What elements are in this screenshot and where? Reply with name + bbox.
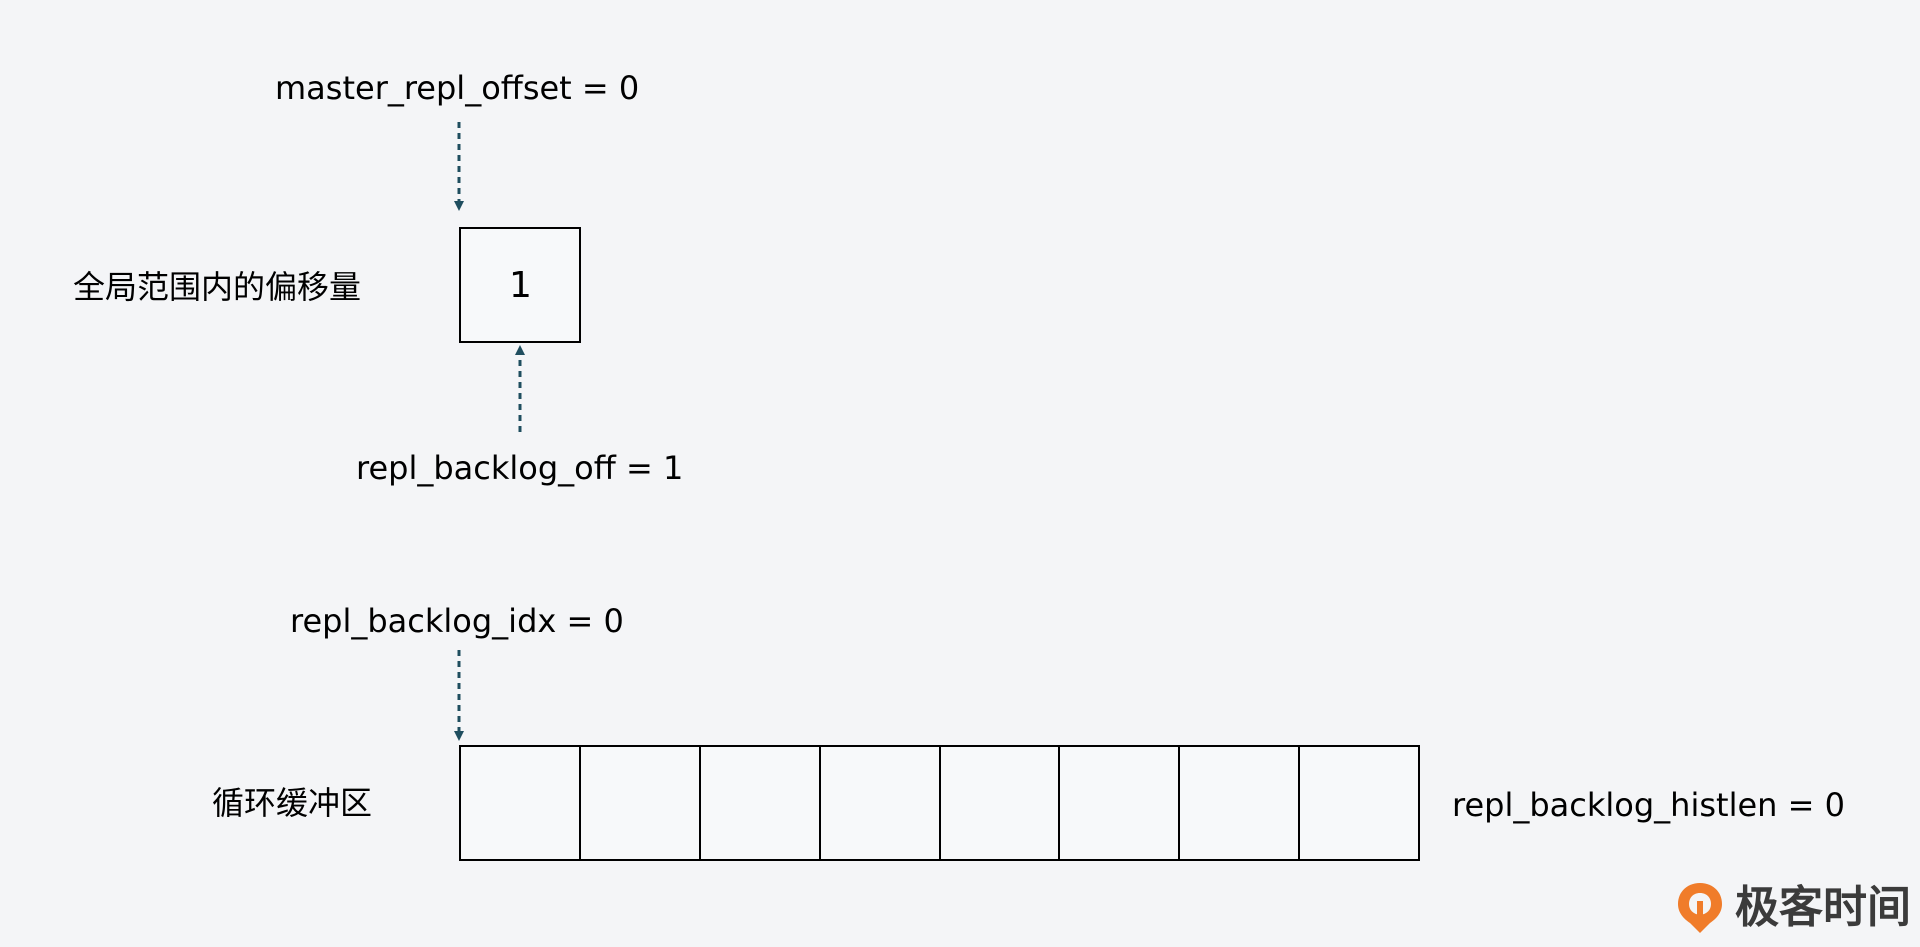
buffer-cell [940, 745, 1061, 861]
repl-backlog-off-label: repl_backlog_off = 1 [356, 449, 684, 487]
buffer-cell [820, 745, 941, 861]
geektime-logo-icon [1678, 883, 1722, 933]
repl-backlog-idx-label: repl_backlog_idx = 0 [290, 602, 624, 640]
geektime-logo-text: 极客时间 [1735, 882, 1911, 933]
repl-backlog-histlen-label: repl_backlog_histlen = 0 [1452, 786, 1845, 824]
buffer-cell [1300, 745, 1420, 861]
geektime-logo: 极客时间 [1675, 881, 1911, 935]
offset-box: 1 [459, 227, 581, 343]
global-offset-label: 全局范围内的偏移量 [73, 268, 362, 306]
offset-box-value: 1 [509, 265, 532, 306]
buffer-cell [459, 745, 581, 861]
circular-buffer [459, 745, 1420, 861]
buffer-cell [580, 745, 701, 861]
master-repl-offset-label: master_repl_offset = 0 [275, 69, 640, 107]
buffer-cell [1060, 745, 1181, 861]
circular-buffer-label: 循环缓冲区 [212, 784, 373, 822]
buffer-cell [1180, 745, 1301, 861]
buffer-cell [700, 745, 821, 861]
